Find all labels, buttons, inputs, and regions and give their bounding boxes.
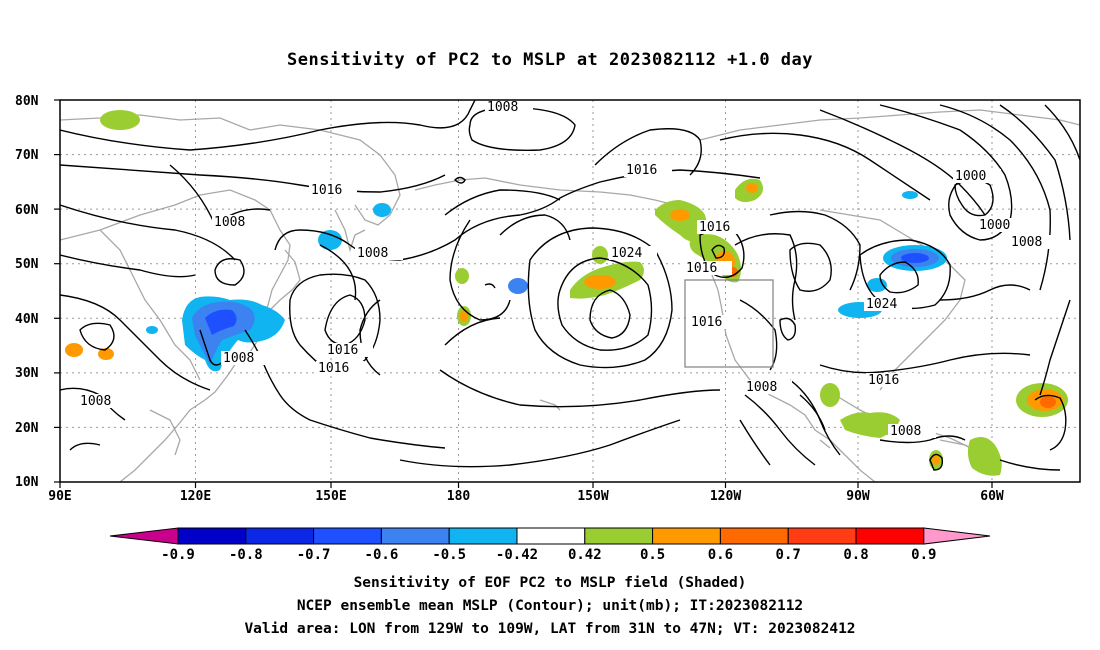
contour-label: 1016 [868,373,899,388]
lon-tick-label: 90W [846,489,870,504]
colorbar-cell [787,527,857,545]
colorbar-cell [448,527,518,545]
contour-label: 1008 [1011,235,1042,250]
contour-label: 1000 [955,169,986,184]
lat-tick-label: 30N [15,366,39,381]
colorbar-cell [313,527,382,545]
colorbar-cell [855,527,925,545]
lon-tick-label: 180 [447,489,471,504]
contour-label: 1008 [357,246,388,261]
lat-tick-label: 40N [15,312,39,327]
colorbar-cell [380,527,450,545]
mslp-contours [60,100,1080,471]
contour-label: 1008 [223,351,254,366]
colorbar-label: 0.6 [708,547,733,563]
contour-label: 1008 [746,380,777,395]
lat-tick-label: 70N [15,148,39,163]
colorbar-label: -0.42 [496,547,538,563]
lat-tick-label: 20N [15,421,39,436]
lat-tick-label: 10N [15,475,39,490]
colorbar-label: -0.9 [161,547,195,563]
contour-label: 1008 [80,394,111,409]
lon-tick-label: 60W [980,489,1004,504]
lon-tick-label: 120W [710,489,741,504]
contour-label: 1008 [890,424,921,439]
colorbar-cell [719,527,789,545]
colorbar-label: -0.8 [229,547,263,563]
contour-label: 1016 [699,220,730,235]
contour-label: 1008 [487,100,518,115]
sensitivity-shading [65,110,1068,476]
colorbar-cell [923,527,991,545]
contour-label: 1008 [214,215,245,230]
lat-tick-label: 50N [15,257,39,272]
colorbar-label: 0.9 [911,547,936,563]
map-frame [59,99,1081,483]
colorbar-cell [584,527,654,545]
colorbar-labels: -0.9 -0.8 -0.7 -0.6 -0.5 -0.42 0.42 0.5 … [161,547,936,563]
caption-line-2: NCEP ensemble mean MSLP (Contour); unit(… [296,598,804,614]
latitude-axis: 80N 70N 60N 50N 40N 30N 20N 10N [15,94,39,490]
colorbar-label: -0.6 [365,547,399,563]
axis-ticks [54,99,993,488]
contour-label: 1016 [691,315,722,330]
caption-line-1: Sensitivity of EOF PC2 to MSLP field (Sh… [353,575,747,591]
lat-tick-label: 80N [15,94,39,109]
contour-label: 1016 [318,361,349,376]
colorbar-cell [516,527,586,545]
colorbar-label: 0.7 [776,547,801,563]
contour-label: 1016 [686,261,717,276]
colorbar [109,527,991,545]
plot-title: Sensitivity of PC2 to MSLP at 2023082112… [286,50,813,70]
contour-label: 1016 [327,343,358,358]
colorbar-label: 0.5 [640,547,665,563]
contour-labels: 1008 1016 1008 1016 1008 1024 1016 1016 … [78,100,1057,439]
contour-label: 1024 [611,246,642,261]
contour-label: 1016 [626,163,657,178]
lon-tick-label: 150E [315,489,346,504]
longitude-axis: 90E 120E 150E 180 150W 120W 90W 60W [48,489,1004,504]
colorbar-label: -0.5 [432,547,466,563]
colorbar-cell [245,527,315,545]
colorbar-cell [109,527,179,545]
colorbar-label: 0.8 [843,547,868,563]
colorbar-label: -0.7 [297,547,331,563]
lon-tick-label: 120E [180,489,211,504]
colorbar-cell [177,527,247,545]
lat-tick-label: 60N [15,203,39,218]
contour-label: 1024 [866,297,897,312]
caption-line-3: Valid area: LON from 129W to 109W, LAT f… [244,621,856,637]
colorbar-cell [652,527,721,545]
valid-area-box [684,279,774,368]
map-panel: 1008 1016 1008 1016 1008 1024 1016 1016 … [60,100,1080,482]
contour-label: 1016 [311,183,342,198]
lon-tick-label: 90E [48,489,71,504]
lon-tick-label: 150W [577,489,608,504]
contour-label: 1000 [979,218,1010,233]
colorbar-label: 0.42 [568,547,602,563]
